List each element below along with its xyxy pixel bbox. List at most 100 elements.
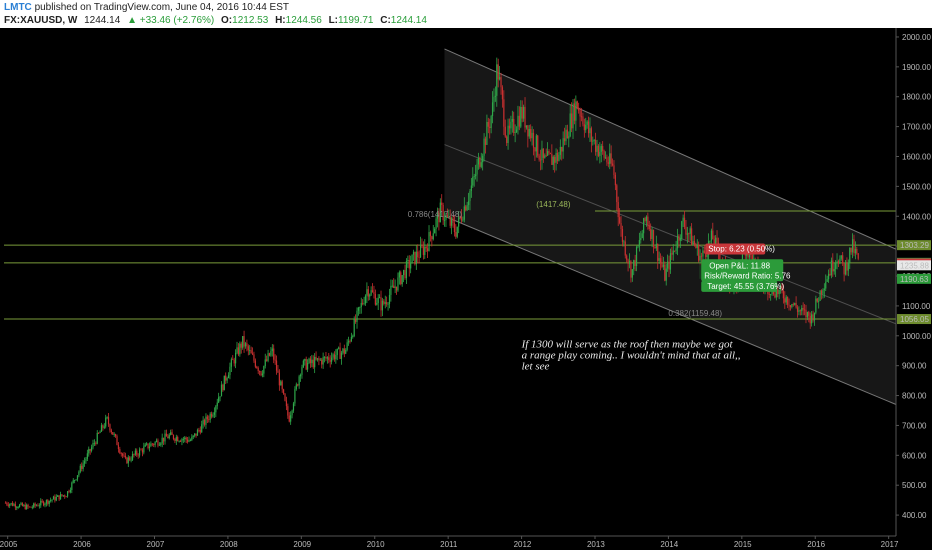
candle-body	[253, 354, 255, 361]
price-tick-label: 900.00	[902, 362, 927, 371]
candle-body	[234, 352, 237, 364]
candle-body	[379, 297, 381, 299]
candle-body	[643, 218, 645, 234]
candle-body	[141, 449, 144, 453]
candle-body	[781, 285, 783, 291]
candle-body	[122, 453, 124, 456]
stop-label: Stop: 6.23 (0.50%)	[708, 244, 775, 253]
open-label: O:	[221, 15, 233, 26]
candle-body	[647, 216, 649, 226]
candle-body	[195, 433, 197, 436]
candle-body	[832, 260, 834, 272]
candle-body	[273, 348, 275, 360]
candle-body	[699, 255, 701, 261]
candle-body	[258, 371, 261, 372]
position-tool[interactable]: Stop: 6.23 (0.50%) Open P&L: 11.88 Risk/…	[699, 243, 791, 292]
candle-body	[109, 424, 111, 431]
channel-fill	[444, 48, 896, 405]
candle-body	[609, 153, 611, 164]
candle-body	[329, 360, 331, 362]
candle-body	[24, 504, 26, 510]
close-label: C:	[380, 15, 391, 26]
channel-lower-line[interactable]	[444, 215, 897, 405]
candle-body	[777, 289, 779, 295]
candle-body	[688, 233, 690, 235]
candle-body	[539, 159, 542, 161]
candle-body	[532, 132, 535, 148]
candle-body	[805, 309, 807, 318]
candle-body	[836, 261, 838, 263]
price-tag-label: 1235.88	[900, 261, 929, 270]
channel-middle-line[interactable]	[444, 144, 897, 325]
trend-channel[interactable]	[444, 48, 897, 405]
candle-body	[613, 165, 615, 175]
candle-body	[571, 113, 573, 129]
candle-body	[301, 367, 303, 375]
candle-body	[527, 125, 529, 137]
candle-body	[795, 303, 797, 308]
candle-body	[16, 507, 18, 509]
channel-upper-line[interactable]	[444, 48, 897, 250]
candle-body	[818, 300, 820, 302]
candle-body	[366, 289, 368, 296]
candle-body	[578, 108, 580, 111]
candle-body	[119, 449, 121, 454]
candle-body	[661, 262, 663, 267]
candle-body	[266, 359, 268, 361]
time-axis[interactable]: 2005 2006 2007 2008 2009 2010 2011 2012 2013 2014…	[0, 535, 899, 549]
candle-body	[305, 359, 307, 370]
candle-body	[90, 447, 93, 451]
candle-body	[473, 176, 475, 177]
time-tick-label: 2017	[881, 540, 899, 549]
candle-body	[69, 490, 72, 492]
candle-body	[826, 279, 828, 282]
candle-body	[698, 244, 700, 261]
price-tick-label: 1400.00	[902, 212, 931, 221]
candle-body	[312, 359, 314, 368]
time-tick-label: 2014	[660, 540, 678, 549]
candle-body	[523, 106, 525, 119]
candle-body	[362, 302, 364, 304]
candle-body	[499, 77, 501, 80]
candle-body	[700, 255, 703, 257]
candle-body	[336, 348, 338, 355]
candle-body	[799, 310, 801, 312]
candle-body	[504, 126, 506, 137]
candle-body	[66, 491, 69, 497]
candle-body	[480, 162, 482, 167]
candle-body	[179, 440, 182, 442]
price-tick-label: 2000.00	[902, 33, 931, 42]
candle-body	[535, 135, 537, 152]
author-link[interactable]: LMTC	[4, 2, 32, 13]
candle-body	[683, 217, 686, 227]
candle-body	[359, 307, 361, 308]
candle-body	[153, 444, 155, 446]
candle-body	[813, 312, 816, 321]
price-change: ▲ +33.46 (+2.76%)	[127, 15, 215, 26]
candle-body	[74, 480, 76, 481]
candle-body	[689, 228, 691, 234]
candle-body	[322, 357, 324, 365]
candle-body	[189, 440, 192, 442]
candle-body	[565, 129, 567, 142]
candle-body	[170, 432, 172, 435]
candle-body	[685, 226, 687, 235]
price-chart[interactable]: Stop: 6.23 (0.50%) Open P&L: 11.88 Risk/…	[0, 28, 932, 550]
candle-body	[796, 307, 799, 312]
price-tag-label: 1190.63	[900, 275, 929, 284]
candle-body	[682, 217, 684, 222]
candle-body	[175, 437, 177, 441]
candle-body	[33, 503, 35, 508]
candle-body	[455, 232, 457, 237]
time-tick-label: 2007	[147, 540, 165, 549]
candle-body	[520, 106, 522, 127]
candle-body	[21, 503, 24, 506]
candle-body	[138, 449, 141, 456]
candle-body	[678, 235, 680, 241]
low-value: 1199.71	[338, 15, 374, 26]
candle-body	[823, 288, 825, 291]
candle-body	[360, 302, 362, 308]
candle-body	[127, 457, 129, 464]
symbol-label[interactable]: FX:XAUUSD, W	[4, 15, 78, 26]
candle-body	[51, 499, 53, 501]
